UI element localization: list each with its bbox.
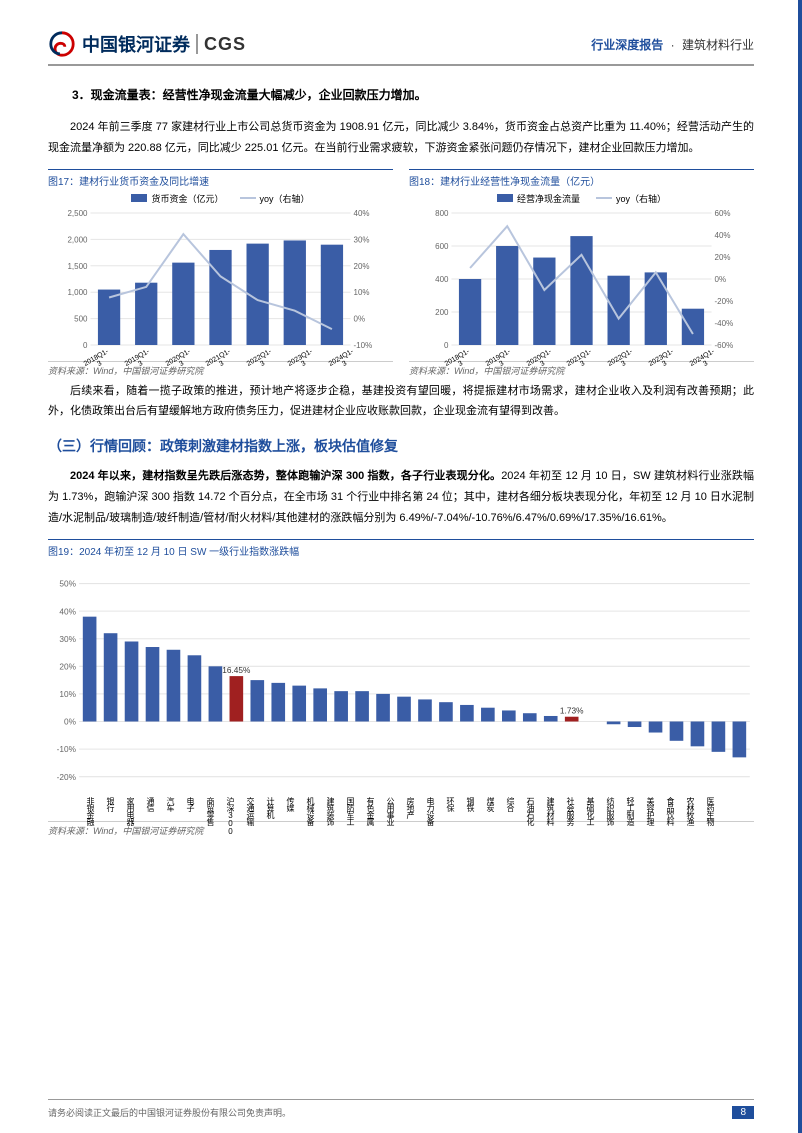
svg-text:1.73%: 1.73%: [560, 706, 584, 716]
svg-text:-40%: -40%: [715, 319, 734, 328]
footer: 请务必阅读正文最后的中国银河证券股份有限公司免责声明。 8: [48, 1099, 754, 1119]
svg-text:400: 400: [435, 275, 449, 284]
svg-text:30%: 30%: [59, 634, 76, 644]
chart18-legend: 经营净现金流量 yoy（右轴）: [409, 192, 754, 205]
chart18-xlabels: 2018Q1-32019Q1-32020Q1-32021Q1-32022Q1-3…: [409, 354, 754, 368]
svg-text:10%: 10%: [59, 689, 76, 699]
svg-text:2,000: 2,000: [67, 235, 88, 244]
logo-icon: [48, 30, 76, 58]
header-right: 行业深度报告 · 建筑材料行业: [591, 36, 754, 53]
right-stripe: [798, 0, 802, 1133]
svg-text:0: 0: [444, 341, 449, 349]
section3-heading: 3．现金流量表：经营性净现金流量大幅减少，企业回款压力增加。: [48, 84, 754, 107]
svg-text:-10%: -10%: [354, 341, 373, 349]
logo-en-text: CGS: [204, 34, 246, 55]
page: 中国银河证券 CGS 行业深度报告 · 建筑材料行业 3．现金流量表：经营性净现…: [0, 0, 802, 1133]
svg-text:40%: 40%: [354, 209, 370, 218]
svg-text:0: 0: [83, 341, 88, 349]
svg-text:-20%: -20%: [57, 772, 77, 782]
chart19-area: -20%-10%0%10%20%30%40%50%16.45%1.73% 非银金…: [48, 562, 754, 822]
industry-name: 建筑材料行业: [682, 38, 754, 52]
section-c-para-bold: 2024 年以来，建材指数呈先跌后涨态势，整体跑输沪深 300 指数，各子行业表…: [70, 470, 501, 482]
chart18-legend-line: yoy（右轴）: [616, 192, 666, 205]
chart17-title: 图17：建材行业货币资金及同比增速: [48, 169, 393, 188]
svg-text:200: 200: [435, 308, 449, 317]
footer-disclaimer: 请务必阅读正文最后的中国银河证券股份有限公司免责声明。: [48, 1106, 291, 1119]
section-c-title: （三）行情回顾：政策刺激建材指数上涨，板块估值修复: [48, 436, 754, 456]
svg-text:600: 600: [435, 242, 449, 251]
chart19-svg: -20% -10% 0% 10% 20% 30% 40% 50% 16.45% 1.73%: [48, 562, 754, 792]
page-header: 中国银河证券 CGS 行业深度报告 · 建筑材料行业: [48, 30, 754, 66]
svg-text:40%: 40%: [59, 606, 76, 616]
chart19-title: 图19：2024 年初至 12 月 10 日 SW 一级行业指数涨跌幅: [48, 539, 754, 558]
chart17-legend-line: yoy（右轴）: [260, 192, 310, 205]
chart18-legend-bar: 经营净现金流量: [517, 192, 580, 205]
charts-row: 图17：建材行业货币资金及同比增速 货币资金（亿元） yoy（右轴） 0 500 1…: [48, 169, 754, 377]
para-after-charts: 后续来看，随着一揽子政策的推进，预计地产将逐步企稳，基建投资有望回暖，将提振建材…: [48, 381, 754, 423]
section-c-para: 2024 年以来，建材指数呈先跌后涨态势，整体跑输沪深 300 指数，各子行业表…: [48, 466, 754, 529]
svg-text:1,000: 1,000: [67, 288, 88, 297]
logo-divider: [196, 34, 198, 54]
chart18-area: 经营净现金流量 yoy（右轴） 0 200 400 600 800 -60% -40% -20…: [409, 192, 754, 362]
svg-text:-20%: -20%: [715, 297, 734, 306]
chart18-title: 图18：建材行业经营性净现金流量（亿元）: [409, 169, 754, 188]
logo-cn-text: 中国银河证券: [82, 31, 190, 57]
svg-text:1,500: 1,500: [67, 261, 88, 270]
svg-text:40%: 40%: [715, 231, 731, 240]
svg-text:30%: 30%: [354, 235, 370, 244]
svg-text:2,500: 2,500: [67, 209, 88, 218]
svg-text:0%: 0%: [715, 275, 727, 284]
chart18: 图18：建材行业经营性净现金流量（亿元） 经营净现金流量 yoy（右轴） 0 20…: [409, 169, 754, 377]
svg-text:0%: 0%: [64, 717, 77, 727]
svg-text:16.45%: 16.45%: [222, 665, 251, 675]
svg-text:20%: 20%: [59, 661, 76, 671]
page-number: 8: [732, 1106, 754, 1119]
chart17-legend: 货币资金（亿元） yoy（右轴）: [48, 192, 393, 205]
section3-para: 2024 年前三季度 77 家建材行业上市公司总货币资金为 1908.91 亿元…: [48, 117, 754, 159]
svg-text:10%: 10%: [354, 288, 370, 297]
chart19: 图19：2024 年初至 12 月 10 日 SW 一级行业指数涨跌幅 -20%…: [48, 539, 754, 837]
chart19-xlabels: 非银金融银行家用电器通信汽车电子商贸零售沪深300交通运输计算机传媒机械设备建筑…: [48, 797, 754, 845]
chart18-svg: 0 200 400 600 800 -60% -40% -20% 0% 20% 40% 60%: [409, 209, 754, 349]
svg-text:500: 500: [74, 314, 88, 323]
chart17-svg: 0 500 1,000 1,500 2,000 2,500 -10% 0% 10% 20% 30% 4…: [48, 209, 393, 349]
svg-text:50%: 50%: [59, 579, 76, 589]
svg-text:20%: 20%: [715, 253, 731, 262]
chart17-legend-bar: 货币资金（亿元）: [151, 192, 223, 205]
svg-text:-10%: -10%: [57, 744, 77, 754]
svg-text:20%: 20%: [354, 261, 370, 270]
chart17-xlabels: 2018Q1-32019Q1-32020Q1-32021Q1-32022Q1-3…: [48, 354, 393, 368]
svg-text:-60%: -60%: [715, 341, 734, 349]
report-type: 行业深度报告: [591, 38, 663, 52]
svg-text:60%: 60%: [715, 209, 731, 218]
svg-text:0%: 0%: [354, 314, 366, 323]
svg-text:800: 800: [435, 209, 449, 218]
chart17-area: 货币资金（亿元） yoy（右轴） 0 500 1,000 1,500 2,000 2,50…: [48, 192, 393, 362]
chart17: 图17：建材行业货币资金及同比增速 货币资金（亿元） yoy（右轴） 0 500 1…: [48, 169, 393, 377]
logo-box: 中国银河证券 CGS: [48, 30, 246, 58]
